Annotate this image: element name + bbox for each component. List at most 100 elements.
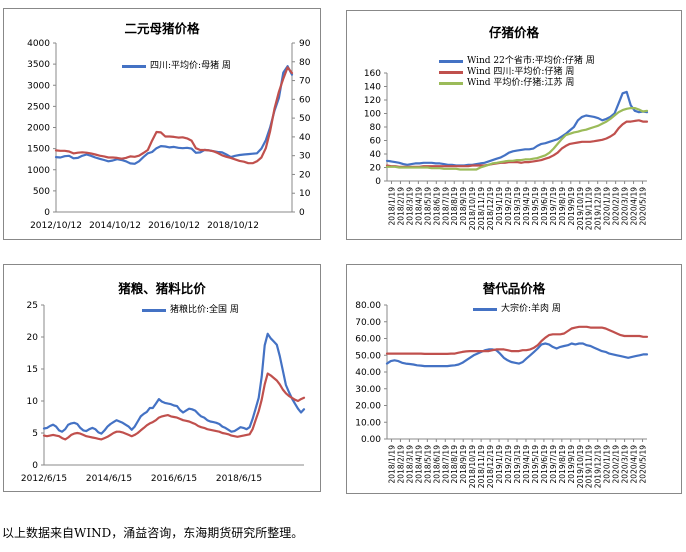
chart-legend: 四川:平均价:母猪 周	[122, 61, 231, 72]
x-tick-label: 2018/2/19	[396, 445, 405, 484]
y-right-tick-label: 20	[299, 170, 311, 180]
x-tick-label: 2020/3/19	[621, 445, 630, 484]
y-tick-label: 20	[27, 333, 39, 343]
y-tick-label: 10.00	[355, 418, 381, 428]
y-tick-label: 25	[27, 301, 38, 311]
chart-panel-substitute-price: 替代品价格 大宗价:羊肉 周 0.00 10.00 20.00 30.00 40.00 5…	[346, 264, 682, 494]
y-tick-label: 3000	[27, 81, 50, 91]
legend-item: 四川:平均价:母猪 周	[122, 61, 231, 72]
x-tick-label: 2018/2/19	[396, 187, 405, 226]
x-tick-label: 2020/4/19	[630, 445, 639, 484]
x-tick-label: 2019/6/19	[540, 445, 549, 484]
y-right-tick-label: 10	[299, 189, 311, 199]
chart-title: 猪粮、猪料比价	[118, 281, 206, 296]
legend-swatch	[439, 71, 463, 74]
x-tick-label: 2019/3/19	[513, 445, 522, 484]
y-tick-label: 0	[44, 208, 50, 218]
chart-title: 替代品价格	[482, 281, 546, 296]
x-tick-label: 2016/6/15	[151, 474, 197, 484]
legend-label: 猪粮比价:全国 周	[170, 305, 239, 315]
x-tick-label: 2019/12/19	[594, 445, 603, 488]
series-line-1	[42, 332, 306, 435]
series-line-1	[385, 90, 649, 167]
y-tick-label: 60	[370, 137, 382, 147]
legend-swatch	[142, 309, 166, 312]
x-tick-label: 2018/8/19	[450, 445, 459, 484]
y-tick-label: 0	[375, 177, 381, 187]
legend-swatch	[473, 308, 497, 311]
x-tick-label: 2019/9/19	[567, 187, 576, 226]
legend-swatch	[439, 60, 463, 63]
x-tick-label: 2018/9/19	[459, 445, 468, 484]
x-tick-label: 2018/7/19	[441, 187, 450, 226]
series-line-3	[385, 106, 649, 171]
y-tick-label: 80	[370, 123, 382, 133]
x-tick-label: 2019/3/19	[513, 187, 522, 226]
x-tick-label: 2020/5/19	[639, 187, 648, 226]
y-tick-label: 2500	[27, 102, 50, 112]
legend-label: 四川:平均价:母猪 周	[150, 61, 231, 71]
x-tick-label: 2019/11/19	[585, 445, 594, 488]
x-tick-label: 2018/10/19	[468, 187, 477, 230]
y-tick-label: 0.00	[361, 435, 381, 445]
legend-item: 猪粮比价:全国 周	[142, 305, 239, 316]
x-tick-label: 2019/11/19	[585, 187, 594, 230]
y-right-tick-label: 70	[299, 77, 311, 87]
x-tick-label: 2019/4/19	[522, 187, 531, 226]
y-tick-label: 120	[364, 96, 381, 106]
x-tick-label: 2019/10/19	[576, 187, 585, 230]
x-tick-label: 2018/5/19	[423, 445, 432, 484]
y-tick-label: 4000	[27, 39, 50, 49]
x-tick-label: 2020/1/19	[603, 187, 612, 226]
y-tick-label: 100	[364, 110, 381, 120]
legend-item: Wind 四川:平均价:仔猪 周	[439, 67, 595, 78]
y-tick-label: 20.00	[355, 402, 381, 412]
x-tick-label: 2019/7/19	[549, 445, 558, 484]
x-tick-label: 2019/1/19	[495, 187, 504, 226]
x-tick-label: 2019/7/19	[549, 187, 558, 226]
y-right-tick-label: 0	[299, 208, 305, 218]
chart-legend: Wind 22个省市:平均价:仔猪 周 Wind 四川:平均价:仔猪 周 Win…	[439, 56, 595, 89]
chart-plot: 0 5 10 15 20 25 2012/6/15 2014/6/15 2016/6/15 201…	[21, 301, 306, 484]
series-line-2	[385, 119, 649, 168]
chart-plot: 0.00 10.00 20.00 30.00 40.00 50.00 60.00 70.00 8…	[355, 301, 649, 488]
x-tick-label: 2018/4/19	[414, 187, 423, 226]
x-tick-label: 2018/7/19	[441, 445, 450, 484]
x-tick-label: 2019/12/19	[594, 187, 603, 230]
chart-panel-piglet-price: 仔猪价格 Wind 22个省市:平均价:仔猪 周 Wind 四川:平均价:仔猪 …	[346, 10, 682, 240]
chart-legend: 猪粮比价:全国 周	[142, 305, 239, 316]
x-tick-label: 2018/6/19	[432, 445, 441, 484]
legend-label: Wind 四川:平均价:仔猪 周	[467, 67, 575, 77]
y-tick-label: 0	[32, 461, 38, 471]
y-right-tick-label: 40	[299, 133, 311, 143]
chart-legend: 大宗价:羊肉 周	[473, 304, 561, 315]
x-tick-label: 2019/6/19	[540, 187, 549, 226]
y-tick-label: 40.00	[355, 368, 381, 378]
chart-title: 二元母猪价格	[124, 21, 200, 36]
series-line-2	[54, 66, 294, 165]
x-tick-label: 2018/1/19	[387, 445, 396, 484]
y-tick-label: 160	[364, 69, 381, 79]
y-tick-label: 10	[27, 397, 39, 407]
legend-label: 大宗价:羊肉 周	[501, 304, 561, 314]
chart-panel-sow-price: 二元母猪价格 四川:平均价:母猪 周 0 500 1000 1500 2000 2500 3…	[3, 8, 321, 240]
legend-item: 大宗价:羊肉 周	[473, 304, 561, 315]
y-right-tick-label: 30	[299, 152, 311, 162]
x-tick-label: 2020/2/19	[612, 187, 621, 226]
y-tick-label: 2000	[27, 124, 50, 134]
x-tick-label: 2019/8/19	[558, 445, 567, 484]
x-tick-label: 2014/10/12	[89, 221, 141, 231]
x-tick-label: 2019/5/19	[531, 445, 540, 484]
x-tick-label: 2020/3/19	[621, 187, 630, 226]
x-tick-label: 2018/6/15	[216, 474, 262, 484]
y-tick-label: 3500	[27, 60, 50, 70]
y-tick-label: 50.00	[355, 351, 381, 361]
x-tick-label: 2019/10/19	[576, 445, 585, 488]
source-note: 以上数据来自WIND，涌益咨询，东海期货研究所整理。	[2, 526, 304, 540]
x-tick-label: 2018/6/19	[432, 187, 441, 226]
legend-swatch	[122, 65, 146, 68]
series-line-2	[385, 325, 649, 356]
x-tick-label: 2019/2/19	[504, 187, 513, 226]
y-right-tick-label: 80	[299, 58, 311, 68]
y-tick-label: 140	[364, 83, 381, 93]
